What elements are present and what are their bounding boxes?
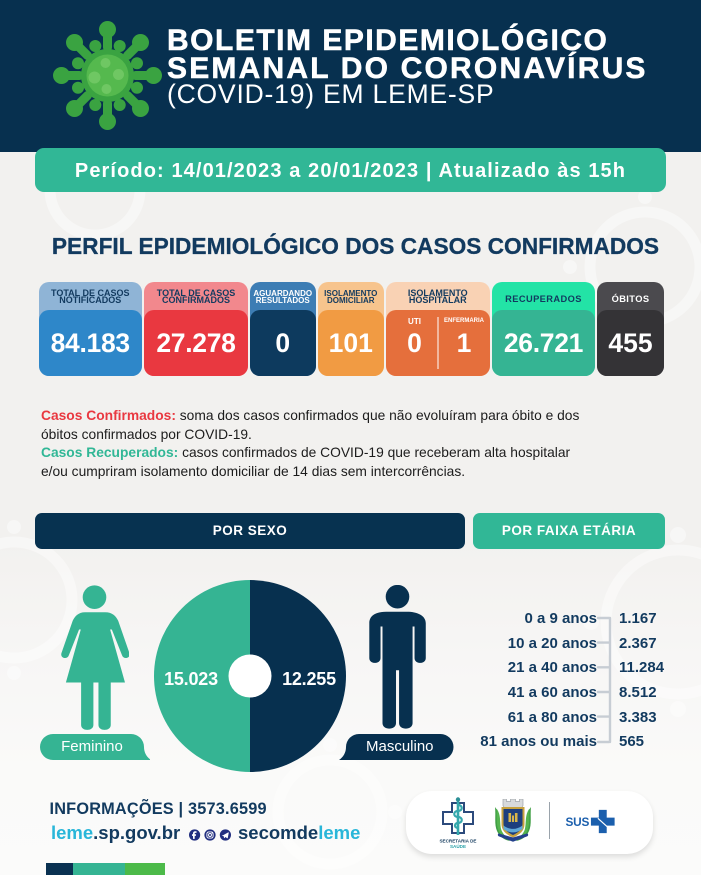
svg-text:SECRETARIA DE: SECRETARIA DE xyxy=(439,839,476,844)
svg-text:SAÚDE: SAÚDE xyxy=(450,843,466,849)
